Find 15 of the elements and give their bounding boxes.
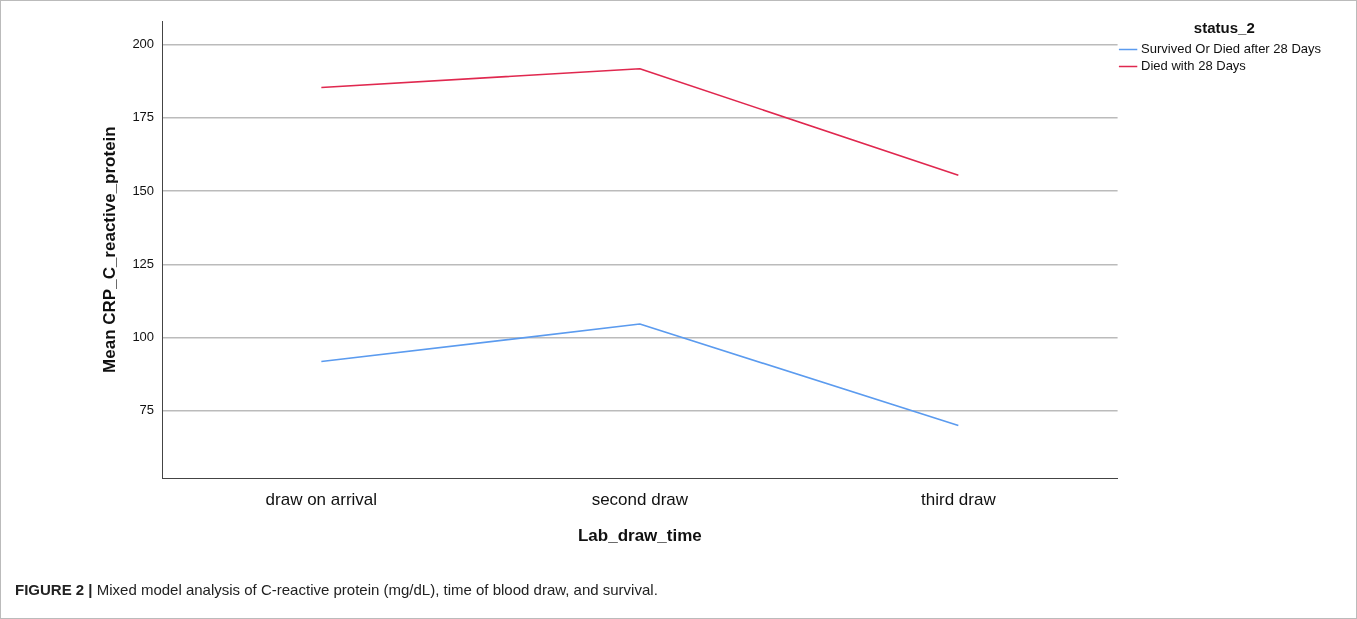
x-tick-label: second draw <box>591 490 689 510</box>
y-tick-label: 125 <box>132 255 155 271</box>
y-tick-label: 175 <box>132 109 155 125</box>
y-tick-label: 75 <box>139 402 155 418</box>
y-tick-label: 150 <box>132 182 155 198</box>
x-tick-label: draw on arrival <box>265 490 378 510</box>
caption: FIGURE 2 | Mixed model analysis of C-reactive protein (mg/dL), time of blood draw, and survival. <box>15 581 658 598</box>
x-axis-title: Lab_draw_time <box>577 526 702 546</box>
legend-label: Died with 28 Days <box>1141 58 1247 74</box>
x-tick-label: third draw <box>921 490 997 510</box>
y-tick-label: 100 <box>132 329 155 345</box>
legend-label: Survived Or Died after 28 Days <box>1141 41 1322 57</box>
y-tick-label: 200 <box>132 36 155 52</box>
legend-title: status_2 <box>1193 18 1255 36</box>
y-axis-title: Mean CRP_C_reactive_protein <box>99 126 119 373</box>
